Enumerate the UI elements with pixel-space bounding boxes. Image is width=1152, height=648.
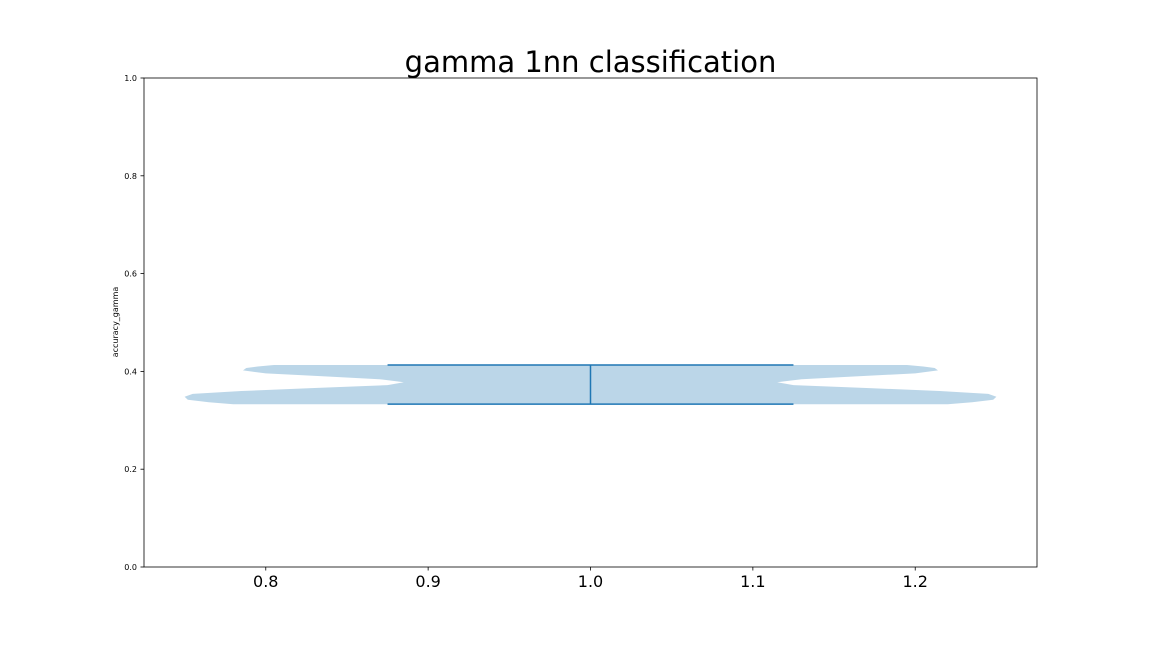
chart-title: gamma 1nn classification [405,45,777,79]
y-tick-label: 0.4 [124,367,137,376]
x-tick-label: 1.1 [740,572,765,591]
y-tick-label: 0.8 [124,172,137,181]
axes-frame [143,77,1038,568]
y-axis-label: accuracy_gamma [111,287,120,358]
y-tick-label: 0.2 [124,465,137,474]
y-tick-label: 0.6 [124,270,137,279]
x-tick-label: 0.9 [415,572,440,591]
y-tick-label: 0.0 [124,563,137,572]
y-tick-label: 1.0 [124,74,137,83]
plot-area [184,364,997,405]
x-tick-label: 1.0 [578,572,603,591]
x-tick-label: 1.2 [903,572,928,591]
axes: 0.0 0.2 0.4 0.6 0.8 1.0 0.8 0.9 1.0 1.1 1.2 [124,74,1038,591]
x-tick-label: 0.8 [253,572,278,591]
